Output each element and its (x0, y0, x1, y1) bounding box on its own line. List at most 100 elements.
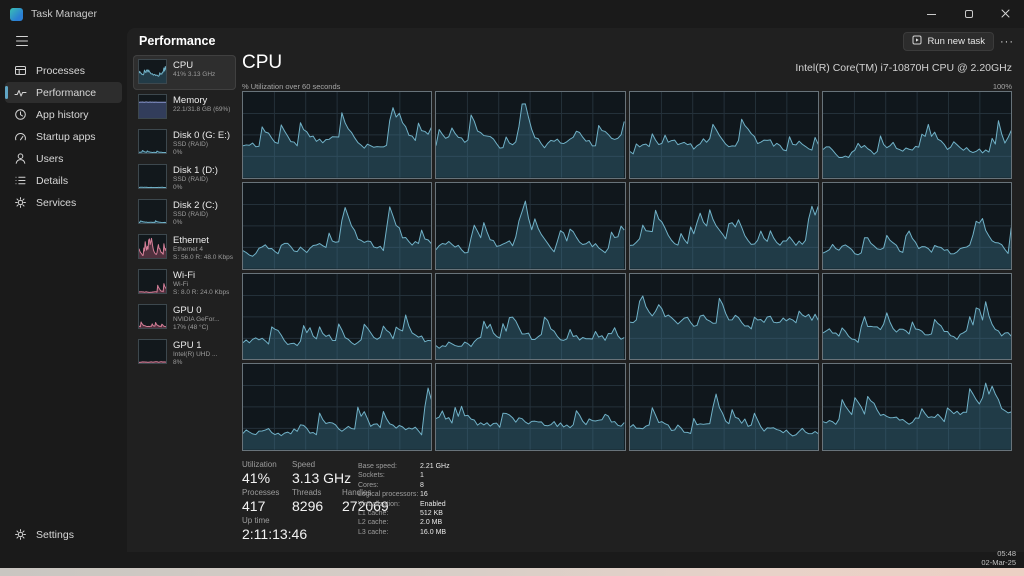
sidebar-nav: Processes Performance App history Startup a… (0, 60, 127, 213)
minimize-button[interactable] (913, 0, 950, 28)
menu-toggle-button[interactable] (9, 33, 35, 53)
sidebar-item-label: Processes (36, 64, 86, 77)
perf-list-item-memory[interactable]: Memory 22.1/31.8 GB (69%) (133, 90, 236, 125)
perf-list-item-wifi[interactable]: Wi-Fi Wi-Fi S: 8.0 R: 24.0 Kbps (133, 265, 236, 300)
perf-item-text: GPU 1 Intel(R) UHD ... 8% (173, 339, 217, 370)
mini-graph-gpu-1 (138, 339, 167, 364)
perf-list-item-gpu-1[interactable]: GPU 1 Intel(R) UHD ... 8% (133, 335, 236, 370)
spec-value: 8 (420, 481, 424, 489)
cpu-logical-processor-graph-4[interactable] (821, 91, 1012, 179)
sidebar-item-details[interactable]: Details (5, 170, 122, 191)
sidebar-item-startup-apps[interactable]: Startup apps (5, 126, 122, 147)
cpu-logical-processor-graph-14[interactable] (435, 363, 626, 451)
more-options-button[interactable]: ··· (1000, 35, 1014, 48)
perf-list-item-ethernet[interactable]: Ethernet Ethernet 4 S: 56.0 R: 48.0 Kbps (133, 230, 236, 265)
sidebar-item-processes[interactable]: Processes (5, 60, 122, 81)
perf-list-item-disk-1[interactable]: Disk 1 (D:) SSD (RAID) 0% (133, 160, 236, 195)
spec-virtualization: Virtualization: Enabled (358, 500, 450, 509)
window-controls (913, 0, 1024, 28)
stat-label: Threads (292, 488, 322, 497)
stat-value: 2:11:13:46 (242, 526, 308, 542)
perf-item-subtext: Ethernet 4 (173, 246, 203, 253)
cpu-logical-processor-graph-3[interactable] (628, 91, 819, 179)
perf-item-title: Ethernet (173, 235, 209, 246)
cpu-logical-processor-graph-2[interactable] (435, 91, 626, 179)
spec-value: 16.0 MB (420, 528, 447, 536)
perf-list-item-disk-2[interactable]: Disk 2 (C:) SSD (RAID) 0% (133, 195, 236, 230)
minimize-icon (927, 13, 936, 15)
cpu-stats-specs: Base speed: 2.21 GHz Sockets: 1 Cores: 8 Logic… (358, 462, 450, 537)
cpu-logical-processor-graph-10[interactable] (435, 272, 626, 361)
graph-label-row: % Utilization over 60 seconds 100% (242, 82, 1012, 91)
taskbar-clock[interactable]: 05:48 02-Mar-25 (981, 549, 1016, 567)
sidebar-item-label: Users (36, 152, 64, 165)
spec-l3-cache: L3 cache: 16.0 MB (358, 528, 450, 537)
perf-item-title: Disk 1 (D:) (173, 165, 218, 176)
page-title: Performance (139, 34, 216, 48)
cpu-logical-processor-graph-16[interactable] (821, 363, 1012, 451)
titlebar[interactable]: Task Manager (0, 0, 1024, 28)
services-icon (14, 196, 27, 209)
mini-graph-disk-0 (138, 129, 167, 154)
perf-item-subtext: 17% (48 °C) (173, 324, 209, 331)
sidebar-item-label: Performance (36, 86, 97, 99)
perf-item-text: Memory 22.1/31.8 GB (69%) (173, 94, 230, 125)
stat-label: Speed (292, 460, 316, 469)
close-icon (1001, 5, 1010, 23)
spec-label: L3 cache: (358, 528, 389, 536)
settings-gear-icon (14, 528, 27, 541)
main-panel: Performance Run new task ··· CPU 41% 3.13… (127, 28, 1024, 552)
perf-item-title: Memory (173, 95, 208, 106)
spec-label: Cores: (358, 481, 379, 489)
sidebar-item-label: App history (36, 108, 89, 121)
run-new-task-button[interactable]: Run new task (903, 32, 994, 51)
stat-value: 417 (242, 498, 266, 514)
perf-item-title: Disk 2 (C:) (173, 200, 218, 211)
cpu-logical-processor-graph-8[interactable] (821, 181, 1012, 270)
stat-processes: Processes 417 (242, 488, 280, 514)
cpu-logical-processor-graph-9[interactable] (242, 272, 433, 361)
mini-graph-wifi (138, 269, 167, 294)
mini-graph-ethernet (138, 234, 167, 259)
sidebar-item-performance[interactable]: Performance (5, 82, 122, 103)
perf-list-item-gpu-0[interactable]: GPU 0 NVIDIA GeFor... 17% (48 °C) (133, 300, 236, 335)
stat-row: Up time 2:11:13:46 (242, 516, 401, 542)
spec-value: Enabled (420, 500, 446, 508)
perf-list-item-cpu[interactable]: CPU 41% 3.13 GHz (133, 55, 236, 90)
cpu-logical-processor-graph-7[interactable] (628, 181, 819, 270)
sidebar-item-settings[interactable]: Settings (5, 524, 122, 545)
spec-label: Virtualization: (358, 500, 400, 508)
spec-value: 16 (420, 491, 428, 499)
maximize-button[interactable] (950, 0, 987, 28)
cpu-logical-processor-graph-5[interactable] (242, 181, 433, 270)
selection-indicator (5, 86, 8, 99)
cpu-logical-processor-graph-13[interactable] (242, 363, 433, 451)
cpu-chip-name: Intel(R) Core(TM) i7-10870H CPU @ 2.20GH… (795, 62, 1012, 74)
mini-graph-gpu-0 (138, 304, 167, 329)
sidebar-item-services[interactable]: Services (5, 192, 122, 213)
cpu-logical-processor-graph-15[interactable] (628, 363, 819, 451)
cpu-logical-processor-graph-12[interactable] (821, 272, 1012, 361)
cpu-logical-processor-graph-1[interactable] (242, 91, 433, 179)
stat-label: Up time (242, 516, 270, 525)
taskbar[interactable] (0, 568, 1024, 576)
close-button[interactable] (987, 0, 1024, 28)
sidebar-item-app-history[interactable]: App history (5, 104, 122, 125)
sidebar-item-label: Details (36, 174, 69, 187)
clock-date: 02-Mar-25 (981, 558, 1016, 567)
cpu-logical-processor-graph-6[interactable] (435, 181, 626, 270)
cpu-stats: Utilization 41% Speed 3.13 GHz Processes 417 T… (242, 460, 1012, 550)
spec-sockets: Sockets: 1 (358, 471, 450, 480)
stat-value: 272069 (342, 498, 389, 514)
sidebar-item-users[interactable]: Users (5, 148, 122, 169)
spec-label: Base speed: (358, 463, 397, 470)
spec-label: L2 cache: (358, 519, 389, 527)
perf-item-subtext: Intel(R) UHD ... (173, 351, 218, 358)
perf-item-subtext: 0% (173, 219, 183, 226)
app-history-icon (14, 108, 27, 121)
stat-row: Utilization 41% Speed 3.13 GHz (242, 460, 401, 486)
spec-label: Sockets: (358, 472, 385, 480)
perf-list-item-disk-0[interactable]: Disk 0 (G: E:) SSD (RAID) 0% (133, 125, 236, 160)
cpu-logical-processor-graph-11[interactable] (628, 272, 819, 361)
spec-label: Logical processors: (358, 491, 419, 499)
